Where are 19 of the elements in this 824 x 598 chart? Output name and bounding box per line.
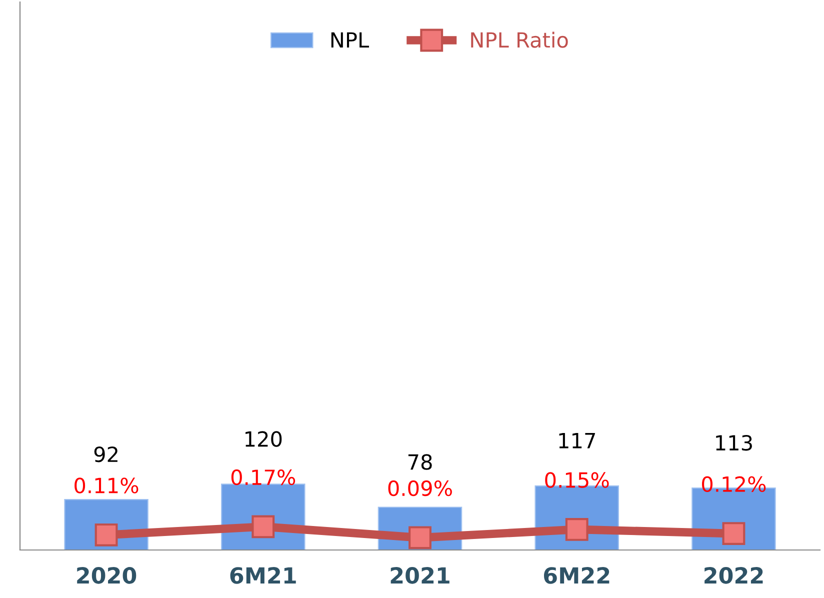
data-label: 113 <box>716 434 752 451</box>
data-label: 78 <box>408 454 432 470</box>
data-label: 0.09% <box>388 480 452 496</box>
x-tick-label: 2020 <box>77 567 136 584</box>
data-label: 117 <box>559 433 595 448</box>
legend-label: NPL Ratio <box>471 32 568 48</box>
x-tick-label: 2021 <box>390 567 450 584</box>
x-tick-label: 6M22 <box>544 567 610 584</box>
data-label: 92 <box>94 446 118 462</box>
x-tick-label: 6M21 <box>230 567 296 584</box>
point <box>565 518 588 541</box>
data-label: 0.15% <box>545 472 609 488</box>
data-label: 0.17% <box>231 469 296 486</box>
x-tick-label: 2022 <box>704 567 763 584</box>
legend-label: NPL <box>331 32 370 48</box>
data-label: 120 <box>246 431 282 447</box>
data-label: 0.11% <box>74 478 138 494</box>
point <box>722 522 746 546</box>
data-label: 0.12% <box>702 476 766 492</box>
